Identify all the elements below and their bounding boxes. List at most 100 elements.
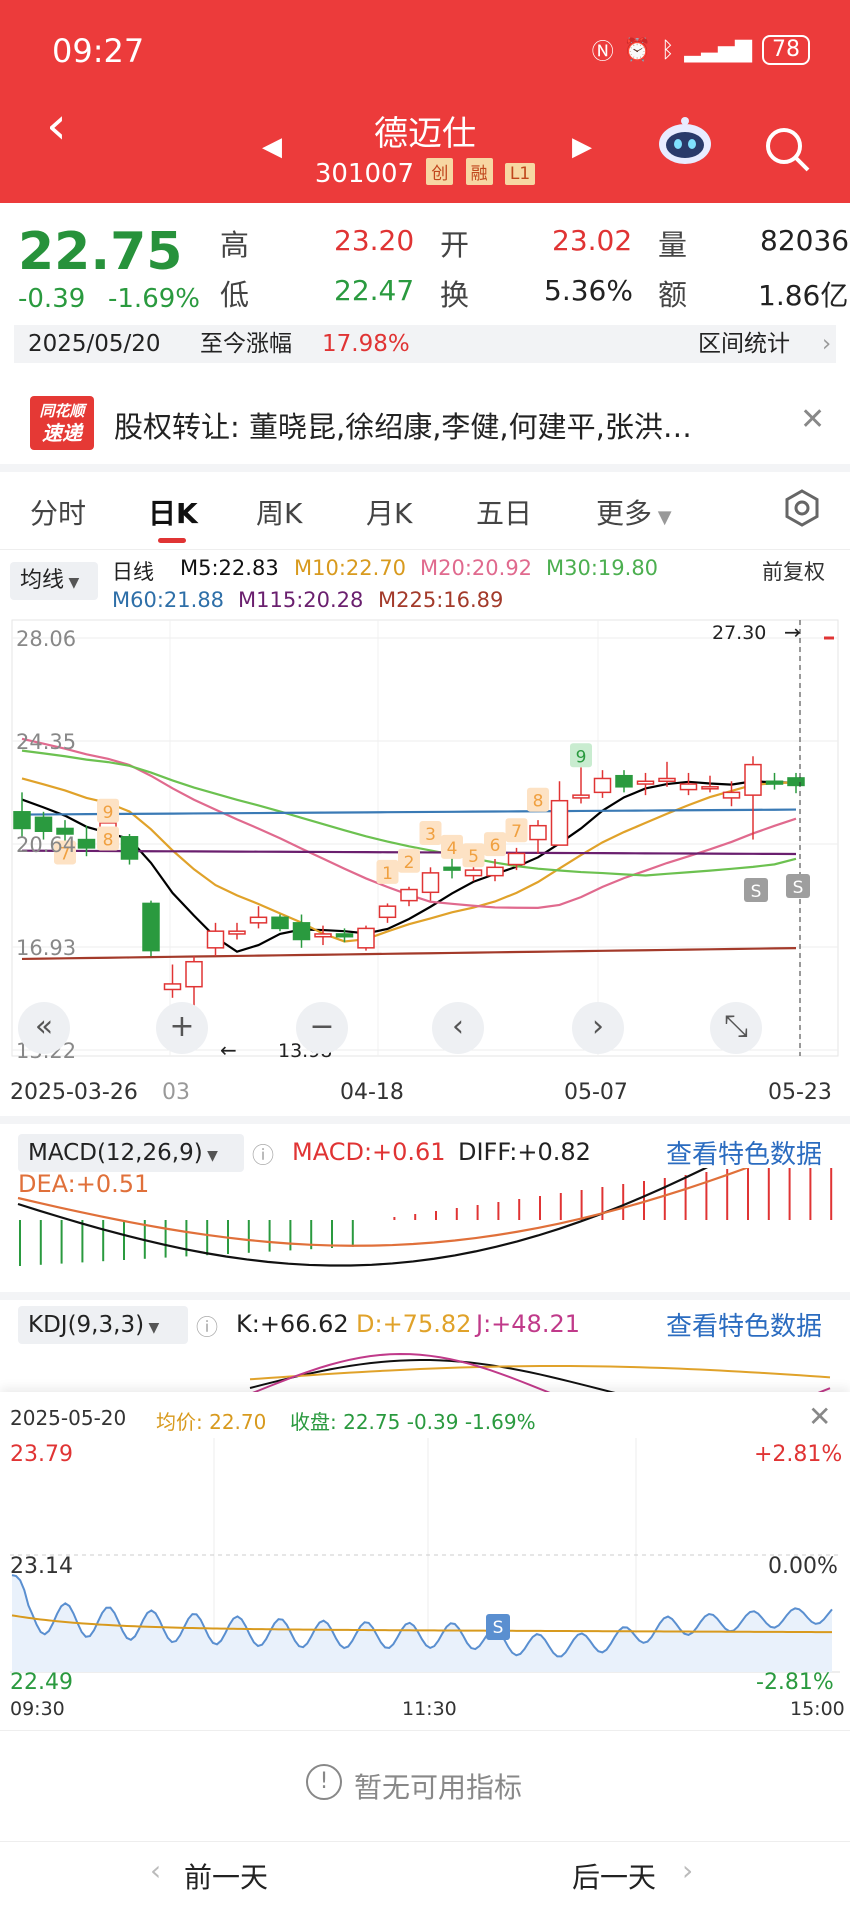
ma-m225: M225:16.89 (378, 588, 504, 612)
nfc-icon: Ⓝ (591, 40, 614, 65)
prev-day-button[interactable]: 前一天 (184, 1861, 269, 1894)
macd-selector[interactable]: MACD(12,26,9) ▼ (18, 1134, 244, 1172)
tab-monthly-k[interactable]: 月K (366, 497, 413, 530)
amount-label: 额 (658, 278, 688, 312)
scroll-left-icon[interactable]: ‹ (432, 1002, 484, 1054)
dea-line (17, 1168, 750, 1247)
candle-body (507, 852, 526, 866)
ma-selector[interactable]: 均线 ▼ (10, 562, 98, 600)
candles (13, 756, 805, 1029)
divider (0, 464, 850, 472)
sell-signal-icon: S (493, 1618, 504, 1638)
avg-price-line (11, 1614, 833, 1634)
ma-m10: M10:22.70 (294, 556, 407, 580)
turnover-value: 5.36% (544, 274, 633, 307)
tab-weekly-k[interactable]: 周K (256, 497, 303, 530)
prev-stock-icon[interactable]: ◀ (262, 132, 282, 162)
macd-feature-link[interactable]: 查看特色数据 (666, 1140, 823, 1170)
signal-badge (527, 787, 549, 812)
tab-more[interactable]: 更多 ▼ (596, 492, 672, 532)
news-ticker-text[interactable]: 股权转让: 董晓昆,徐绍康,李健,何建平,张洪… (114, 410, 692, 444)
signal-number: 7 (511, 822, 522, 842)
candle-body (701, 786, 719, 790)
kdj-feature-link[interactable]: 查看特色数据 (666, 1312, 823, 1342)
tab-intraday[interactable]: 分时 (30, 497, 87, 530)
signal-number: 6 (490, 836, 501, 856)
diff-value: DIFF:+0.82 (458, 1138, 591, 1166)
macd-chart[interactable] (0, 1168, 850, 1288)
candle-body (400, 888, 418, 902)
open-label: 开 (440, 228, 470, 262)
candle-body (163, 983, 182, 991)
tab-daily-k[interactable]: 日K (148, 497, 198, 530)
zoom-in-icon[interactable]: + (156, 1002, 208, 1054)
candle-body (572, 794, 590, 799)
chevron-right-icon: › (822, 331, 832, 357)
chevron-right-icon: › (682, 1854, 694, 1887)
b-signal-marker[interactable] (744, 878, 768, 902)
next-stock-icon[interactable]: ▶ (572, 132, 592, 162)
ma-period: 日线 (112, 560, 154, 584)
y-tick-label: 28.06 (16, 627, 76, 651)
stock-code: 301007 (314, 159, 415, 189)
sell-signal-marker (486, 1614, 510, 1640)
ma-line-225 (21, 947, 797, 961)
macd-name: MACD(12,26,9) (28, 1140, 203, 1166)
close-news-icon[interactable]: ✕ (800, 402, 826, 437)
status-icons: Ⓝ ⏰ ᛒ ▂▃▅▇ 78 (592, 34, 810, 66)
tab-five-day[interactable]: 五日 (476, 497, 533, 530)
news-badge-bottom: 速递 (42, 421, 82, 445)
robot-assistant-icon[interactable] (656, 116, 714, 166)
candle-body (206, 930, 225, 949)
candle-body (120, 836, 139, 860)
candle-body (443, 866, 461, 871)
back-icon[interactable]: ‹ (46, 96, 67, 156)
period-tabs: 分时 日K 周K 月K 五日 更多 ▼ (0, 470, 850, 550)
intraday-chart[interactable]: S (0, 1438, 850, 1698)
x-label-apr: 04-18 (340, 1080, 404, 1105)
s-signal-marker[interactable] (786, 874, 810, 898)
candle-body (271, 916, 289, 930)
chart-settings-icon[interactable] (782, 488, 822, 532)
signal-number: 5 (468, 847, 479, 867)
indicator-area (0, 1730, 850, 1842)
adjust-mode[interactable]: 前复权 (762, 560, 825, 584)
candle-body (228, 930, 246, 935)
zoom-out-icon[interactable]: − (296, 1002, 348, 1054)
d-value: D:+75.82 (356, 1310, 472, 1338)
chevron-left-icon: ‹ (150, 1854, 162, 1887)
chart-frame (11, 619, 839, 1057)
candle-body (464, 869, 483, 877)
range-stats-bar[interactable]: 2025/05/20 至今涨幅 17.98% 区间统计 › (14, 325, 836, 363)
current-price: 22.75 (18, 222, 183, 282)
fast-back-icon[interactable]: « (18, 1002, 70, 1054)
candle-body (142, 902, 160, 952)
signal-number: 4 (447, 839, 458, 859)
divider (0, 1116, 850, 1124)
signal-badge (97, 826, 119, 851)
candle-body (13, 811, 31, 830)
amount-value: 1.86亿 (758, 279, 849, 312)
next-day-button[interactable]: 后一天 (572, 1861, 657, 1894)
help-icon[interactable]: ⓘ (196, 1316, 219, 1341)
signal-badge (505, 818, 528, 843)
info-icon: ! (306, 1764, 342, 1800)
news-badge-top: 同花顺 (39, 402, 85, 420)
kdj-chart[interactable] (0, 1340, 850, 1392)
candle-body (529, 824, 547, 841)
kdj-selector[interactable]: KDJ(9,3,3) ▼ (18, 1306, 188, 1344)
diff-line (17, 1168, 709, 1267)
close-popup-icon[interactable]: ✕ (808, 1400, 832, 1433)
intraday-pct-mid: 0.00% (768, 1554, 838, 1579)
candle-body (744, 763, 762, 796)
macd-value: MACD:+0.61 (292, 1138, 446, 1166)
search-icon[interactable] (762, 124, 812, 178)
fullscreen-icon[interactable]: ⤡ (710, 1002, 762, 1054)
range-stats-link[interactable]: 区间统计 (698, 331, 790, 357)
scroll-right-icon[interactable]: › (572, 1002, 624, 1054)
volume-label: 量 (658, 228, 688, 262)
candle-body (335, 933, 354, 938)
dea-value: DEA:+0.51 (18, 1170, 150, 1198)
help-icon[interactable]: ⓘ (252, 1144, 275, 1169)
